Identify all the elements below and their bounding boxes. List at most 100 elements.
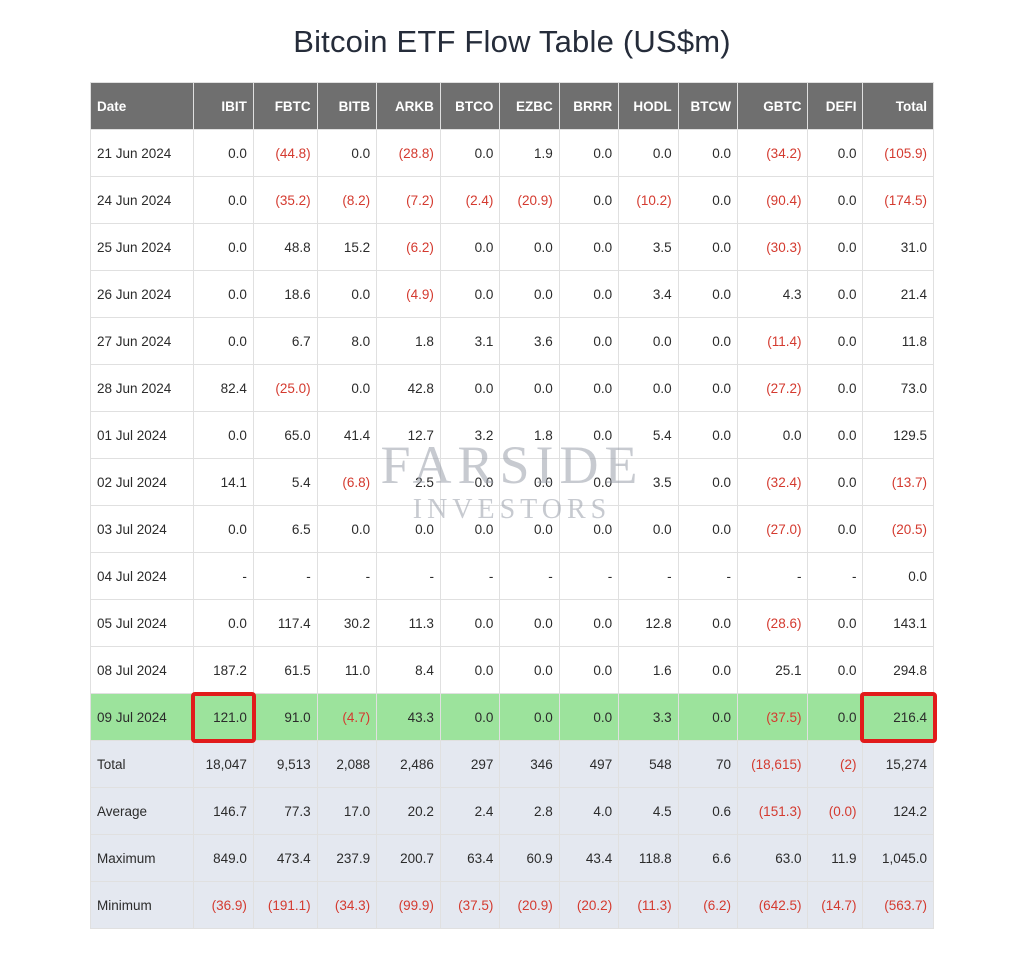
value-cell: 0.0 [678,600,737,647]
value-cell: - [194,553,253,600]
date-cell: 01 Jul 2024 [91,412,194,459]
value-cell: 129.5 [863,412,934,459]
summary-cell: (563.7) [863,882,934,929]
value-cell: (4.9) [377,271,441,318]
value-cell: 3.5 [619,224,678,271]
table-row: 25 Jun 20240.048.815.2(6.2)0.00.00.03.50… [91,224,934,271]
value-cell: 0.0 [194,412,253,459]
value-cell: 117.4 [253,600,317,647]
value-cell: 0.0 [559,412,618,459]
value-cell: 0.0 [194,600,253,647]
col-header-ibit: IBIT [194,83,253,130]
value-cell: 0.0 [808,647,863,694]
value-cell: 0.0 [863,553,934,600]
value-cell: 91.0 [253,694,317,741]
summary-cell: (2) [808,741,863,788]
value-cell: 0.0 [619,318,678,365]
col-header-btco: BTCO [440,83,499,130]
date-cell: 03 Jul 2024 [91,506,194,553]
summary-cell: 60.9 [500,835,559,882]
table-row: 09 Jul 2024121.091.0(4.7)43.30.00.00.03.… [91,694,934,741]
value-cell: 0.0 [678,506,737,553]
value-cell: 0.0 [559,177,618,224]
value-cell: 12.8 [619,600,678,647]
summary-cell: 18,047 [194,741,253,788]
value-cell: 0.0 [678,412,737,459]
value-cell: 0.0 [440,130,499,177]
date-cell: 04 Jul 2024 [91,553,194,600]
value-cell: 0.0 [377,506,441,553]
value-cell: 0.0 [559,365,618,412]
summary-cell: 1,045.0 [863,835,934,882]
summary-cell: (36.9) [194,882,253,929]
summary-cell: 15,274 [863,741,934,788]
summary-cell: (20.2) [559,882,618,929]
value-cell: (6.2) [377,224,441,271]
value-cell: 3.5 [619,459,678,506]
value-cell: (27.0) [738,506,808,553]
value-cell: 5.4 [619,412,678,459]
value-cell: 0.0 [808,224,863,271]
value-cell: (20.9) [500,177,559,224]
value-cell: 0.0 [500,647,559,694]
value-cell: - [317,553,376,600]
summary-cell: (642.5) [738,882,808,929]
value-cell: 6.7 [253,318,317,365]
value-cell: (28.6) [738,600,808,647]
value-cell: 0.0 [808,130,863,177]
value-cell: 0.0 [440,694,499,741]
col-header-brrr: BRRR [559,83,618,130]
value-cell: (2.4) [440,177,499,224]
summary-cell: 297 [440,741,499,788]
value-cell: (35.2) [253,177,317,224]
value-cell: 0.0 [678,365,737,412]
table-row: 08 Jul 2024187.261.511.08.40.00.00.01.60… [91,647,934,694]
value-cell: 0.0 [440,459,499,506]
table-header-row: DateIBITFBTCBITBARKBBTCOEZBCBRRRHODLBTCW… [91,83,934,130]
date-cell: 08 Jul 2024 [91,647,194,694]
summary-cell: 17.0 [317,788,376,835]
summary-row: Minimum(36.9)(191.1)(34.3)(99.9)(37.5)(2… [91,882,934,929]
value-cell: 0.0 [559,130,618,177]
col-header-fbtc: FBTC [253,83,317,130]
value-cell: 0.0 [808,694,863,741]
summary-cell: 63.4 [440,835,499,882]
value-cell: (4.7) [317,694,376,741]
value-cell: (30.3) [738,224,808,271]
value-cell: 2.5 [377,459,441,506]
value-cell: 0.0 [678,694,737,741]
summary-cell: (18,615) [738,741,808,788]
value-cell: (32.4) [738,459,808,506]
value-cell: 0.0 [500,506,559,553]
table-row: 28 Jun 202482.4(25.0)0.042.80.00.00.00.0… [91,365,934,412]
summary-cell: (99.9) [377,882,441,929]
value-cell: 0.0 [808,271,863,318]
summary-cell: 11.9 [808,835,863,882]
value-cell: - [808,553,863,600]
value-cell: 0.0 [808,412,863,459]
summary-cell: 9,513 [253,741,317,788]
value-cell: 73.0 [863,365,934,412]
value-cell: 41.4 [317,412,376,459]
value-cell: 0.0 [440,600,499,647]
summary-label: Minimum [91,882,194,929]
date-cell: 02 Jul 2024 [91,459,194,506]
value-cell: 0.0 [194,224,253,271]
value-cell: (8.2) [317,177,376,224]
value-cell: 15.2 [317,224,376,271]
value-cell: 0.0 [194,130,253,177]
col-header-hodl: HODL [619,83,678,130]
table-row: 04 Jul 2024-----------0.0 [91,553,934,600]
summary-cell: 77.3 [253,788,317,835]
value-cell: 0.0 [500,600,559,647]
col-header-arkb: ARKB [377,83,441,130]
page-title: Bitcoin ETF Flow Table (US$m) [0,24,1024,60]
summary-cell: 849.0 [194,835,253,882]
value-cell: 143.1 [863,600,934,647]
value-cell: 0.0 [619,130,678,177]
value-cell: 30.2 [317,600,376,647]
summary-label: Total [91,741,194,788]
value-cell: 294.8 [863,647,934,694]
value-cell: 4.3 [738,271,808,318]
date-cell: 27 Jun 2024 [91,318,194,365]
